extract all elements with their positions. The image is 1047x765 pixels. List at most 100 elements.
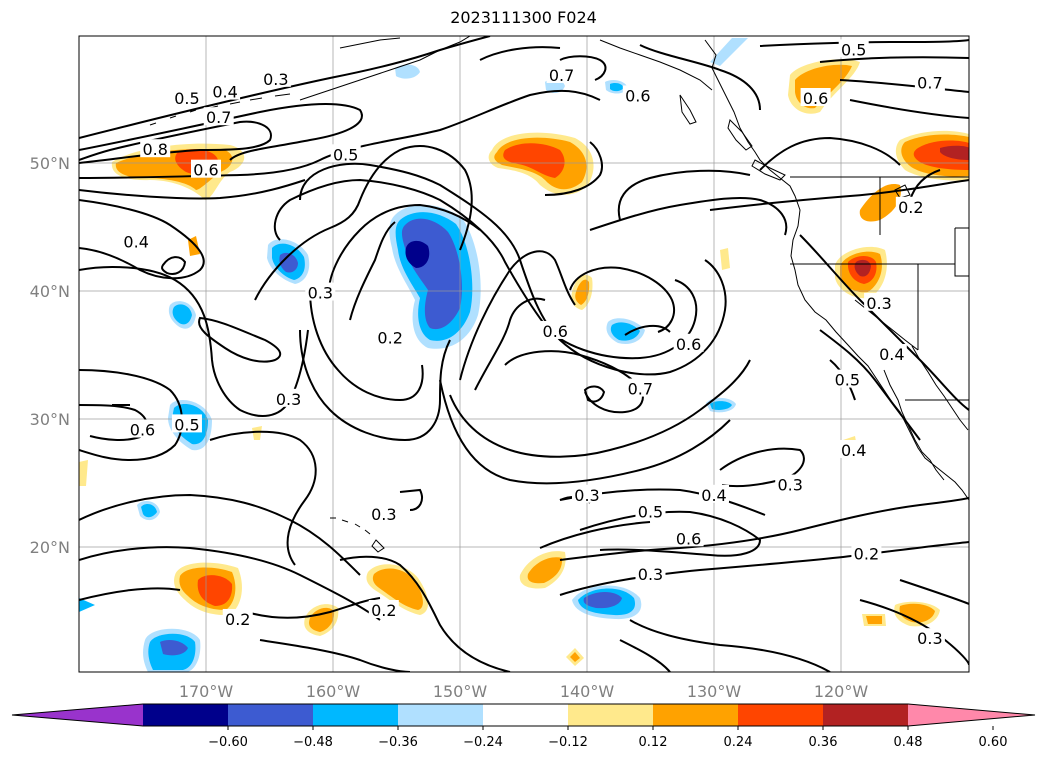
contour-labels: 0.3 0.4 0.5 0.7 0.8 0.6 0.5 0.4 0.3 0.2 0.6 0.6 0.7 0… [121,39,945,648]
negative-anomaly [710,38,748,66]
contour-line [859,599,969,666]
contour-line [209,430,317,566]
contour-label-background [540,320,571,339]
positive-anomaly [940,145,969,160]
colorbar-tick-label: 0.48 [894,735,923,750]
contour-line [539,521,651,549]
colorbar-segment [228,704,314,726]
contour-line [559,541,969,596]
contour-label-background [622,85,653,104]
contour-label: 0.4 [701,486,726,505]
contour-label: 0.2 [225,610,250,629]
contour-label-background [375,327,406,346]
negative-anomaly [610,83,624,92]
contour-line [79,36,491,139]
contour-label: 0.7 [549,66,574,85]
contour-label-background [914,628,945,647]
contour-label-background [121,231,152,250]
lon-tick-label: 130°W [687,682,742,701]
contour-label: 0.2 [371,601,396,620]
contour-label-background [699,484,729,503]
contour-label-background [210,81,241,100]
positive-anomaly [309,607,335,632]
contour-label-background [203,107,234,126]
contour-label: 0.6 [803,89,828,108]
contour-line [79,179,306,200]
contour-line [759,39,969,47]
lon-tick-label: 120°W [814,682,869,701]
contour-lines [79,36,969,672]
contour-label: 0.5 [638,502,663,521]
lon-tick-label: 140°W [560,682,615,701]
colorbar-tick-label: −0.36 [378,735,418,750]
contour-label: 0.3 [777,476,802,495]
contour-label-background [895,196,926,215]
contour-line [449,359,751,458]
contour-label: 0.6 [193,161,218,180]
contour-label-background [775,474,806,493]
contour-label-background [273,388,304,407]
contour-label-background [635,501,666,520]
coastline-islands [727,119,753,151]
contour-label: 0.2 [377,328,402,347]
contour-line [849,99,969,119]
contour-label-background [305,282,336,301]
colorbar-segment [313,704,399,726]
contour-line [899,579,969,605]
contour-label: 0.6 [676,529,701,548]
colorbar: −0.60 −0.48 −0.36 −0.24 −0.12 0.12 0.24 0.36 0.4… [11,703,1036,750]
contour-label-background [832,369,863,388]
contour-line [299,329,451,442]
contour-line [619,639,671,672]
contour-label: 0.7 [628,380,653,399]
positive-anomaly [575,279,590,305]
contour-label: 0.3 [308,284,333,303]
contour-label-background [864,292,895,311]
colorbar-tick-label: 0.36 [809,735,838,750]
map-title: 2023111300 F024 [450,8,597,27]
contour-line [339,555,511,672]
contour-label: 0.7 [917,74,942,93]
contour-line [629,619,831,672]
contour-line [259,639,411,672]
colorbar-tick-label: −0.24 [463,735,503,750]
contour-label-background [914,72,945,91]
coastline-aleutians [149,93,291,126]
map-gridlines [79,36,969,672]
contour-label-background [140,139,171,158]
colorbar-tick-label: 0.12 [639,735,668,750]
contour-label-background [171,414,202,433]
negative-anomaly [141,504,157,518]
contour-line [254,145,473,301]
lon-tick-label: 170°W [179,682,234,701]
contour-label: 0.6 [130,421,155,440]
positive-anomaly [79,460,88,486]
colorbar-tick-label: −0.48 [293,735,333,750]
positive-anomaly [372,568,423,610]
colorbar-tick-label: 0.24 [724,735,753,750]
contour-label-background [368,504,399,522]
contour-label: 0.4 [123,232,148,251]
contour-label: 0.5 [174,415,199,434]
colorbar-segment [483,704,569,726]
contour-label: 0.6 [543,322,568,341]
contour-label-background [838,440,869,458]
colorbar-segment [143,704,229,726]
contour-line [839,79,969,93]
contour-label: 0.2 [854,545,879,564]
map-plot-area: 0.3 0.4 0.5 0.7 0.8 0.6 0.5 0.4 0.3 0.2 0.6 0.6 0.7 0… [79,36,969,672]
latitude-labels: 50°N 40°N 30°N 20°N [30,154,70,557]
negative-anomaly [79,598,95,612]
contour-label-background [368,600,399,618]
contour-line [79,546,381,621]
contour-label-background [171,88,202,106]
coastline-baja [883,369,945,481]
positive-anomaly [503,143,565,178]
contour-label: 0.5 [333,145,358,164]
lon-tick-label: 160°W [306,682,361,701]
positive-anomaly [720,248,730,270]
contour-label: 0.5 [174,89,199,108]
coastline-hawaii [330,517,385,553]
contour-line [349,221,396,321]
colorbar-extend-min [12,704,143,726]
